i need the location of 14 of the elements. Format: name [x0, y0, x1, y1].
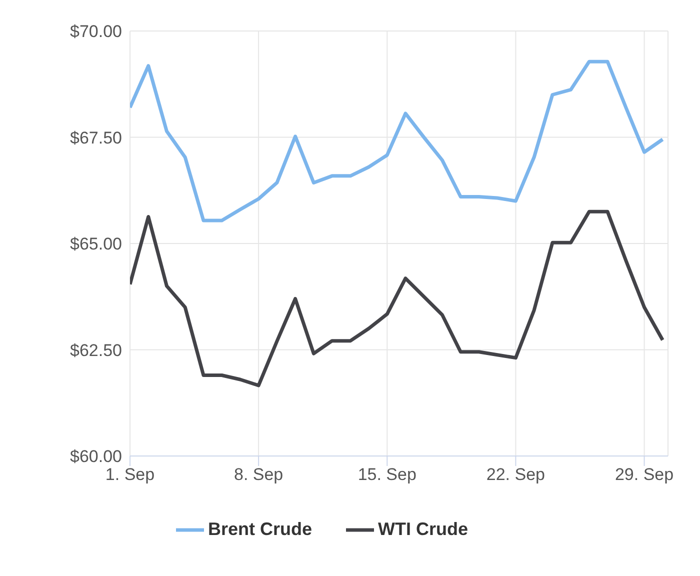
x-tick-label: 15. Sep [358, 465, 416, 484]
line-series [130, 60, 664, 222]
y-tick-label: $60.00 [70, 447, 122, 466]
y-tick-label: $65.00 [70, 234, 122, 254]
legend-label: Brent Crude [208, 518, 312, 539]
line-series [130, 210, 664, 388]
y-tick-label: $67.50 [70, 128, 122, 148]
x-tick-label: 22. Sep [486, 465, 546, 484]
legend-label: WTI Crude [378, 518, 468, 539]
y-tick-label: $62.50 [70, 340, 122, 360]
x-tick-label: 1. Sep [105, 465, 155, 484]
x-tick-label: 29. Sep [614, 465, 674, 484]
x-tick-label: 8. Sep [234, 465, 284, 484]
y-tick-label: $70.00 [70, 22, 122, 42]
